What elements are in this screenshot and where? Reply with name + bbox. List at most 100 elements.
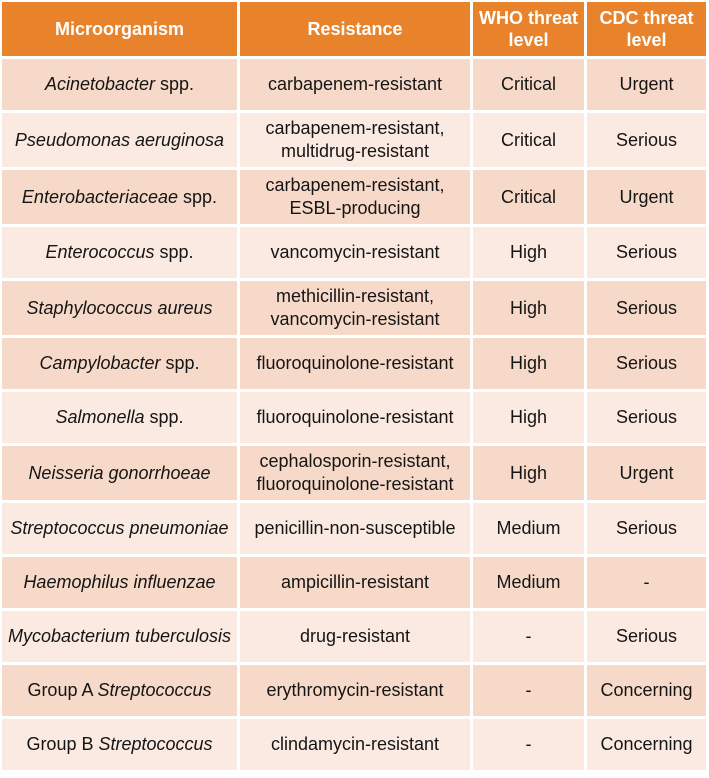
column-header-who-threat-level: WHO threat level bbox=[473, 2, 584, 56]
cell-cdc-threat-level: Serious bbox=[587, 338, 706, 389]
table-row: Acinetobacter spp. carbapenem-resistant Cr… bbox=[2, 59, 707, 110]
cell-cdc-threat-level: Concerning bbox=[587, 665, 706, 716]
cell-microorganism: Haemophilus influenzae bbox=[2, 557, 237, 608]
cell-cdc-threat-level: Serious bbox=[587, 611, 706, 662]
resistance-line: methicillin-resistant, bbox=[275, 286, 435, 306]
resistance-line: ampicillin-resistant bbox=[280, 572, 430, 592]
cell-microorganism: Enterobacteriaceae spp. bbox=[2, 170, 237, 224]
microorganism-name: Mycobacterium tuberculosis bbox=[7, 626, 232, 646]
table-row: Haemophilus influenzae ampicillin-resista… bbox=[2, 557, 707, 608]
cell-cdc-threat-level: - bbox=[587, 557, 706, 608]
cell-who-threat-level: High bbox=[473, 392, 584, 443]
cell-microorganism: Group B Streptococcus bbox=[2, 719, 237, 770]
resistance-line: erythromycin-resistant bbox=[266, 680, 444, 700]
cell-microorganism: Group A Streptococcus bbox=[2, 665, 237, 716]
column-header-microorganism: Microorganism bbox=[2, 2, 237, 56]
microorganism-name: Salmonella spp. bbox=[55, 407, 184, 427]
cell-who-threat-level: High bbox=[473, 338, 584, 389]
microorganism-name: Enterobacteriaceae spp. bbox=[21, 186, 218, 207]
cell-cdc-threat-level: Serious bbox=[587, 503, 706, 554]
cell-microorganism: Enterococcus spp. bbox=[2, 227, 237, 278]
table-row: Salmonella spp. fluoroquinolone-resistant… bbox=[2, 392, 707, 443]
cell-resistance: drug-resistant bbox=[240, 611, 470, 662]
cell-resistance: carbapenem-resistant, ESBL-producing bbox=[240, 170, 470, 224]
resistance-line: clindamycin-resistant bbox=[270, 734, 440, 754]
table-row: Staphylococcus aureus methicillin-resista… bbox=[2, 281, 707, 335]
cell-who-threat-level: Critical bbox=[473, 113, 584, 167]
microorganism-name: Streptococcus pneumoniae bbox=[10, 518, 229, 538]
cell-resistance: clindamycin-resistant bbox=[240, 719, 470, 770]
microorganism-name: Haemophilus influenzae bbox=[23, 572, 216, 592]
cell-resistance: fluoroquinolone-resistant bbox=[240, 338, 470, 389]
table-row: Pseudomonas aeruginosa carbapenem-resista… bbox=[2, 113, 707, 167]
cell-cdc-threat-level: Urgent bbox=[587, 446, 706, 500]
microorganism-name: Group B Streptococcus bbox=[26, 734, 213, 754]
table-row: Streptococcus pneumoniae penicillin-non-s… bbox=[2, 503, 707, 554]
cell-resistance: carbapenem-resistant bbox=[240, 59, 470, 110]
cell-resistance: penicillin-non-susceptible bbox=[240, 503, 470, 554]
cell-cdc-threat-level: Serious bbox=[587, 281, 706, 335]
microorganism-name: Pseudomonas aeruginosa bbox=[14, 129, 225, 150]
microorganism-name: Acinetobacter spp. bbox=[44, 74, 195, 94]
table-row: Enterococcus spp. vancomycin-resistant Hig… bbox=[2, 227, 707, 278]
cell-cdc-threat-level: Serious bbox=[587, 227, 706, 278]
microorganism-name: Campylobacter spp. bbox=[39, 353, 200, 373]
cell-microorganism: Campylobacter spp. bbox=[2, 338, 237, 389]
cell-who-threat-level: High bbox=[473, 281, 584, 335]
table-row: Campylobacter spp. fluoroquinolone-resist… bbox=[2, 338, 707, 389]
cell-resistance: erythromycin-resistant bbox=[240, 665, 470, 716]
resistance-line: multidrug-resistant bbox=[280, 141, 430, 161]
cell-microorganism: Pseudomonas aeruginosa bbox=[2, 113, 237, 167]
table-row: Group B Streptococcus clindamycin-resista… bbox=[2, 719, 707, 770]
microorganism-name: Neisseria gonorrhoeae bbox=[28, 462, 211, 483]
cell-who-threat-level: Medium bbox=[473, 503, 584, 554]
cell-cdc-threat-level: Urgent bbox=[587, 170, 706, 224]
cell-who-threat-level: High bbox=[473, 227, 584, 278]
cell-cdc-threat-level: Serious bbox=[587, 392, 706, 443]
cell-who-threat-level: Critical bbox=[473, 170, 584, 224]
table-row: Enterobacteriaceae spp. carbapenem-resist… bbox=[2, 170, 707, 224]
resistance-line: vancomycin-resistant bbox=[270, 309, 440, 329]
column-header-resistance: Resistance bbox=[240, 2, 470, 56]
cell-cdc-threat-level: Serious bbox=[587, 113, 706, 167]
header-row: Microorganism Resistance WHO threat leve… bbox=[2, 2, 707, 56]
cell-microorganism: Mycobacterium tuberculosis bbox=[2, 611, 237, 662]
table-row: Neisseria gonorrhoeae cephalosporin-resis… bbox=[2, 446, 707, 500]
cell-resistance: cephalosporin-resistant, fluoroquinolone-… bbox=[240, 446, 470, 500]
cell-cdc-threat-level: Urgent bbox=[587, 59, 706, 110]
table-row: Group A Streptococcus erythromycin-resist… bbox=[2, 665, 707, 716]
resistance-line: fluoroquinolone-resistant bbox=[256, 353, 454, 373]
cell-resistance: carbapenem-resistant, multidrug-resistant bbox=[240, 113, 470, 167]
resistance-line: fluoroquinolone-resistant bbox=[256, 474, 454, 494]
microorganism-name: Group A Streptococcus bbox=[27, 680, 212, 700]
cell-who-threat-level: - bbox=[473, 719, 584, 770]
cell-who-threat-level: Medium bbox=[473, 557, 584, 608]
cell-microorganism: Acinetobacter spp. bbox=[2, 59, 237, 110]
resistance-line: drug-resistant bbox=[299, 626, 411, 646]
cell-resistance: fluoroquinolone-resistant bbox=[240, 392, 470, 443]
cell-microorganism: Streptococcus pneumoniae bbox=[2, 503, 237, 554]
cell-microorganism: Salmonella spp. bbox=[2, 392, 237, 443]
resistance-line: penicillin-non-susceptible bbox=[254, 518, 456, 538]
microorganism-name: Staphylococcus aureus bbox=[26, 297, 213, 318]
resistance-line: carbapenem-resistant, bbox=[265, 175, 445, 195]
cell-who-threat-level: - bbox=[473, 665, 584, 716]
table-row: Mycobacterium tuberculosis drug-resistant… bbox=[2, 611, 707, 662]
resistance-line: cephalosporin-resistant, bbox=[259, 451, 451, 471]
cell-microorganism: Staphylococcus aureus bbox=[2, 281, 237, 335]
resistance-line: fluoroquinolone-resistant bbox=[256, 407, 454, 427]
cell-microorganism: Neisseria gonorrhoeae bbox=[2, 446, 237, 500]
resistance-line: carbapenem-resistant, bbox=[265, 118, 445, 138]
cell-who-threat-level: - bbox=[473, 611, 584, 662]
column-header-cdc-threat-level: CDC threat level bbox=[587, 2, 706, 56]
cell-who-threat-level: Critical bbox=[473, 59, 584, 110]
cell-cdc-threat-level: Concerning bbox=[587, 719, 706, 770]
cell-resistance: methicillin-resistant, vancomycin-resista… bbox=[240, 281, 470, 335]
resistance-line: ESBL-producing bbox=[289, 198, 421, 218]
cell-resistance: ampicillin-resistant bbox=[240, 557, 470, 608]
resistance-line: carbapenem-resistant bbox=[267, 74, 443, 94]
cell-who-threat-level: High bbox=[473, 446, 584, 500]
resistance-line: vancomycin-resistant bbox=[270, 242, 440, 262]
microorganism-name: Enterococcus spp. bbox=[45, 242, 194, 262]
